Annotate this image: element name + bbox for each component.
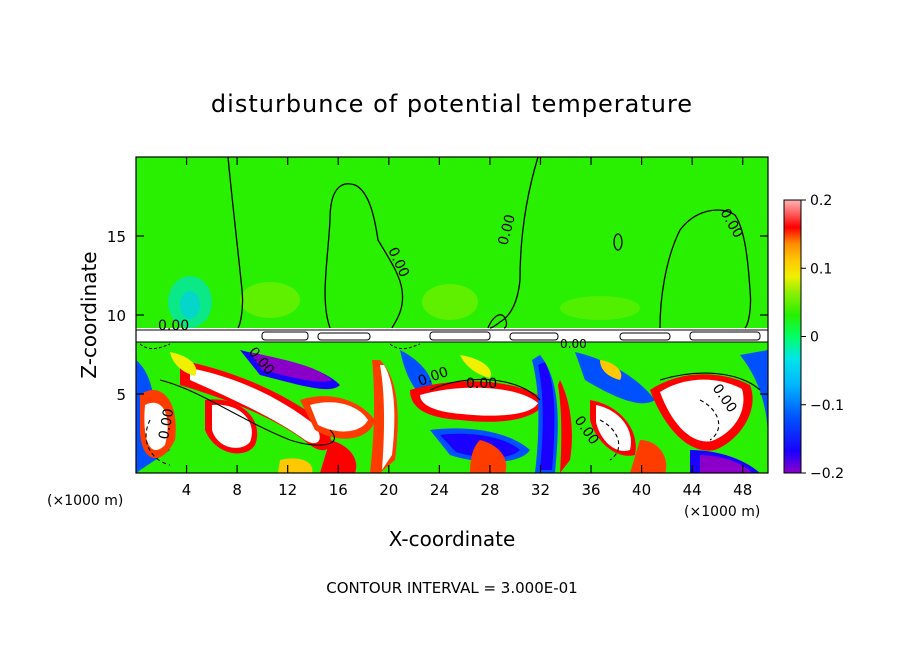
- contour-interval-footer: CONTOUR INTERVAL = 3.000E-01: [326, 579, 577, 597]
- contour-label: 0.00: [158, 318, 189, 334]
- y-tick-label: 10: [107, 307, 126, 325]
- x-tick-label: 16: [329, 481, 348, 499]
- contour-lines: [227, 157, 752, 329]
- x-unit-left: (×1000 m): [47, 493, 123, 509]
- x-tick-label: 40: [632, 481, 651, 499]
- light-green-anomaly: [240, 282, 300, 318]
- y-axis: 5 10 15: [107, 228, 768, 404]
- turbulent-structures: [136, 350, 768, 473]
- colorbar-tick-label: 0.2: [810, 193, 832, 209]
- x-tick-label: 32: [531, 481, 550, 499]
- contour-label: 0.00: [495, 213, 519, 247]
- colorbar-tick-label: 0.1: [810, 261, 832, 277]
- colorbar: 0.2 0.1 0 −0.1 −0.2: [783, 193, 844, 482]
- x-tick-label: 48: [733, 481, 752, 499]
- x-tick-label: 4: [182, 481, 192, 499]
- light-green-anomaly: [560, 296, 640, 320]
- inversion-band-structures: [136, 329, 768, 350]
- x-tick-label: 12: [278, 481, 297, 499]
- x-tick-label: 24: [430, 481, 449, 499]
- colorbar-tick-label: −0.2: [810, 466, 844, 482]
- colorbar-ticks: 0.2 0.1 0 −0.1 −0.2: [801, 193, 844, 482]
- lower-contour-lines: [145, 372, 761, 466]
- cyan-anomaly-core: [180, 291, 200, 319]
- contour-label: 0.00: [466, 376, 497, 392]
- contour-label: 0.00: [560, 337, 587, 351]
- x-axis: 4 8 12 16 20 24 28 32 36 40 44 48: [182, 157, 752, 499]
- y-tick-label: 15: [107, 228, 126, 246]
- y-axis-label: Z-coordinate: [77, 251, 101, 378]
- light-green-anomaly: [422, 284, 478, 320]
- y-tick-label: 5: [116, 386, 126, 404]
- x-tick-label: 8: [232, 481, 242, 499]
- plot-area: [136, 157, 768, 473]
- x-tick-label: 28: [480, 481, 499, 499]
- colorbar-scale: [783, 199, 802, 474]
- x-unit-right: (×1000 m): [684, 504, 760, 520]
- chart-title: disturbunce of potential temperature: [211, 90, 693, 118]
- contour-label: 0.00: [156, 407, 177, 440]
- x-axis-label: X-coordinate: [389, 527, 516, 551]
- colorbar-tick-label: −0.1: [810, 398, 844, 414]
- x-tick-label: 20: [379, 481, 398, 499]
- colorbar-tick-label: 0: [810, 330, 819, 346]
- x-tick-label: 44: [683, 481, 702, 499]
- x-tick-label: 36: [581, 481, 600, 499]
